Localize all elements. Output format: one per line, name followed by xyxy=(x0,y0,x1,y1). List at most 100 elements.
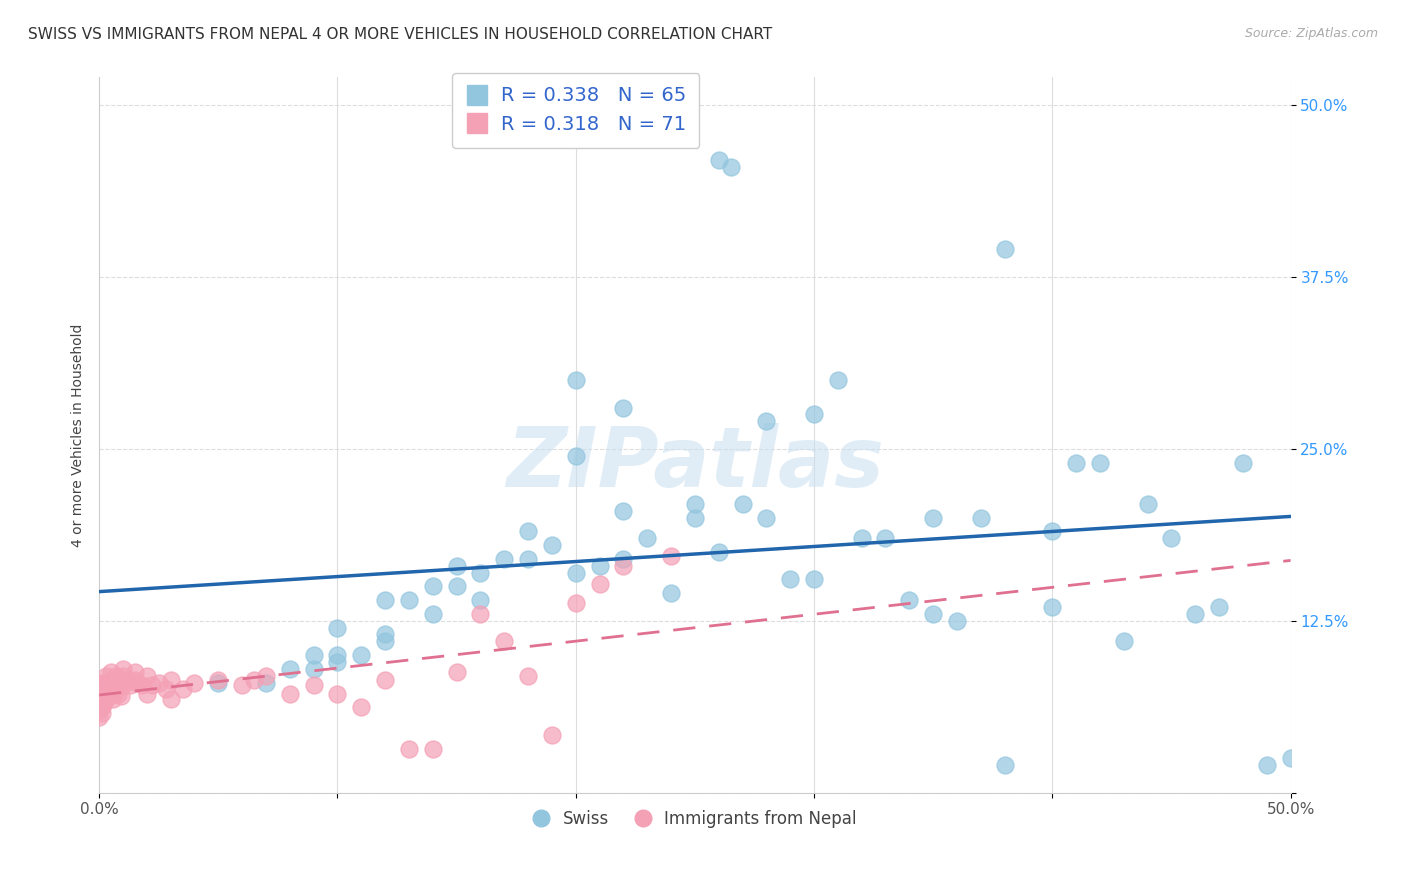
Point xyxy=(659,549,682,563)
Point xyxy=(90,700,112,714)
Point xyxy=(89,700,111,714)
Point xyxy=(659,586,682,600)
Point xyxy=(922,510,945,524)
Point xyxy=(398,593,420,607)
Point xyxy=(1279,751,1302,765)
Point xyxy=(350,700,373,714)
Point xyxy=(159,692,181,706)
Point xyxy=(111,669,134,683)
Point xyxy=(564,373,586,387)
Point xyxy=(1136,497,1159,511)
Point xyxy=(207,675,229,690)
Point xyxy=(96,692,118,706)
Point xyxy=(243,673,266,687)
Point xyxy=(135,687,157,701)
Point xyxy=(731,497,754,511)
Point xyxy=(172,682,194,697)
Point xyxy=(110,673,132,687)
Point xyxy=(564,566,586,580)
Point xyxy=(994,243,1017,257)
Point xyxy=(1184,607,1206,621)
Point xyxy=(827,373,849,387)
Point xyxy=(278,662,301,676)
Point xyxy=(755,510,778,524)
Point xyxy=(131,678,153,692)
Point xyxy=(127,675,149,690)
Point xyxy=(326,687,349,701)
Point xyxy=(100,673,122,687)
Point xyxy=(588,558,610,573)
Point xyxy=(374,673,396,687)
Point xyxy=(110,690,132,704)
Point xyxy=(89,690,111,704)
Point xyxy=(326,621,349,635)
Point xyxy=(326,648,349,662)
Point xyxy=(755,414,778,428)
Point xyxy=(1040,599,1063,614)
Point xyxy=(720,160,742,174)
Point xyxy=(120,678,142,692)
Point xyxy=(89,710,111,724)
Point xyxy=(90,706,112,720)
Point xyxy=(446,665,468,679)
Point xyxy=(90,692,112,706)
Point xyxy=(422,607,444,621)
Point xyxy=(683,497,706,511)
Point xyxy=(96,675,118,690)
Point xyxy=(494,551,516,566)
Point xyxy=(707,153,730,167)
Point xyxy=(1112,634,1135,648)
Point xyxy=(374,627,396,641)
Point xyxy=(89,687,111,701)
Point xyxy=(117,673,139,687)
Point xyxy=(207,673,229,687)
Point xyxy=(1064,456,1087,470)
Point xyxy=(302,648,325,662)
Point xyxy=(326,655,349,669)
Point xyxy=(1088,456,1111,470)
Point xyxy=(350,648,373,662)
Point xyxy=(374,634,396,648)
Point xyxy=(100,665,122,679)
Point xyxy=(302,678,325,692)
Point xyxy=(96,669,118,683)
Point xyxy=(111,662,134,676)
Point xyxy=(517,524,540,539)
Point xyxy=(875,531,897,545)
Point xyxy=(946,614,969,628)
Point xyxy=(994,758,1017,772)
Point xyxy=(254,669,277,683)
Point xyxy=(922,607,945,621)
Point xyxy=(103,692,125,706)
Point xyxy=(683,510,706,524)
Point xyxy=(155,682,177,697)
Point xyxy=(93,682,115,697)
Point xyxy=(104,682,127,697)
Point xyxy=(1256,758,1278,772)
Point xyxy=(588,576,610,591)
Point xyxy=(564,596,586,610)
Point xyxy=(148,675,170,690)
Point xyxy=(97,690,120,704)
Point xyxy=(1040,524,1063,539)
Point xyxy=(422,579,444,593)
Point xyxy=(564,449,586,463)
Point xyxy=(124,665,146,679)
Point xyxy=(183,675,205,690)
Point xyxy=(851,531,873,545)
Point xyxy=(89,682,111,697)
Point xyxy=(135,669,157,683)
Point xyxy=(93,690,115,704)
Point xyxy=(231,678,253,692)
Text: SWISS VS IMMIGRANTS FROM NEPAL 4 OR MORE VEHICLES IN HOUSEHOLD CORRELATION CHART: SWISS VS IMMIGRANTS FROM NEPAL 4 OR MORE… xyxy=(28,27,772,42)
Point xyxy=(89,692,111,706)
Point xyxy=(302,662,325,676)
Point xyxy=(803,408,825,422)
Point xyxy=(612,558,634,573)
Point xyxy=(107,675,129,690)
Point xyxy=(970,510,993,524)
Point xyxy=(104,669,127,683)
Point xyxy=(517,551,540,566)
Point xyxy=(779,573,801,587)
Point xyxy=(494,634,516,648)
